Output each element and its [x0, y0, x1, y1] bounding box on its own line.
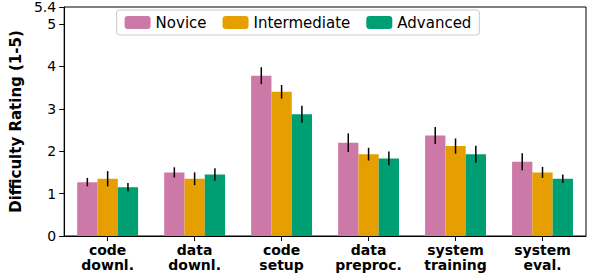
svg-text:system: system [514, 242, 571, 258]
svg-text:Difficulty Rating (1-5): Difficulty Rating (1-5) [7, 30, 25, 213]
svg-text:data: data [177, 242, 213, 258]
svg-text:code: code [263, 242, 300, 258]
svg-text:3: 3 [47, 101, 56, 117]
svg-text:Novice: Novice [156, 14, 207, 32]
svg-text:training: training [424, 257, 487, 273]
svg-text:downl.: downl. [81, 257, 134, 273]
svg-text:downl.: downl. [168, 257, 221, 273]
svg-text:4: 4 [47, 58, 56, 74]
svg-text:eval.: eval. [523, 257, 561, 273]
svg-text:5: 5 [47, 16, 56, 32]
svg-text:2: 2 [47, 143, 56, 159]
svg-text:Intermediate: Intermediate [254, 14, 351, 32]
svg-text:setup: setup [259, 257, 304, 273]
svg-text:data: data [351, 242, 387, 258]
svg-text:5.4: 5.4 [34, 0, 56, 15]
svg-text:1: 1 [47, 186, 56, 202]
svg-text:Advanced: Advanced [397, 14, 471, 32]
svg-text:system: system [427, 242, 484, 258]
svg-text:0: 0 [47, 228, 56, 244]
svg-text:preproc.: preproc. [335, 257, 402, 273]
svg-text:code: code [89, 242, 126, 258]
